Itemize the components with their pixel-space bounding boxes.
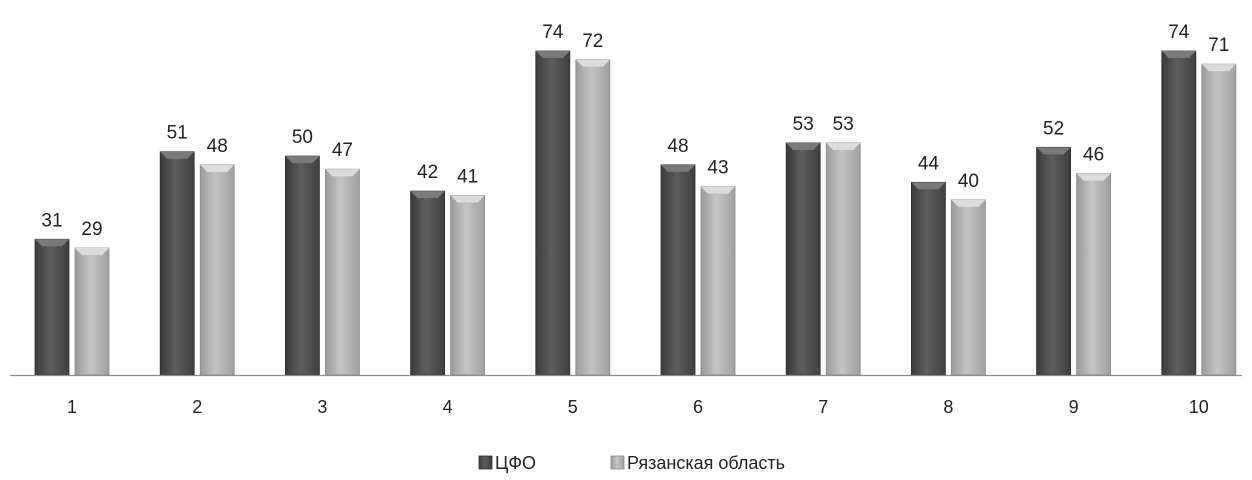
data-label-cfo-1: 31 [41,210,62,231]
bar-body [34,238,70,376]
data-label-ryazan-10: 71 [1208,35,1229,56]
bar-bevel [911,182,946,190]
bar-cfo-1 [34,238,70,376]
bar-body [74,247,110,376]
bar-bevel [1161,51,1196,58]
bar-body [284,155,320,376]
x-tick-label-2: 2 [192,397,202,417]
bar-bevel [200,164,235,172]
bar-bevel [786,142,821,150]
bar-body [951,199,986,376]
bar-body [450,195,486,376]
bar-body [1076,173,1111,376]
legend-label-ryazan: Рязанская область [627,453,785,473]
bar-cfo-7 [785,142,821,376]
data-label-cfo-10: 74 [1168,22,1190,43]
data-label-ryazan-5: 72 [582,31,603,52]
bar-body [1201,63,1237,376]
data-label-ryazan-9: 46 [1083,145,1104,166]
bar-ryazan-2 [199,164,235,376]
bar-body [785,142,821,376]
bar-ryazan-10 [1201,63,1237,376]
bar-bevel [575,59,610,67]
x-tick-label-9: 9 [1069,397,1079,417]
bar-bevel [1036,147,1071,155]
bar-body [700,186,736,376]
bar-body [575,59,611,376]
data-label-cfo-8: 44 [918,153,940,174]
legend: ЦФО Рязанская область [478,453,785,473]
bar-body [199,164,235,376]
bar-body [410,190,446,376]
bar-body [1036,146,1071,376]
bar-body [1161,50,1197,376]
x-tick-label-3: 3 [317,397,327,417]
data-label-cfo-4: 42 [417,162,438,183]
bar-body [825,142,861,376]
bar-cfo-4 [410,190,446,376]
data-label-ryazan-1: 29 [81,219,102,240]
bar-cfo-10 [1161,50,1197,376]
bar-bevel [410,191,445,199]
bar-body [911,181,946,376]
bar-bevel [75,248,109,256]
bar-body [660,164,696,376]
bar-bevel [35,239,69,247]
bar-bevel [826,142,861,150]
bar-body [324,168,360,376]
legend-swatch-cfo [478,455,493,470]
bar-body [535,50,571,376]
data-label-ryazan-8: 40 [958,171,979,192]
x-tick-label-5: 5 [568,397,578,417]
bar-ryazan-9 [1076,173,1111,376]
labels-layer: 31 29 1 51 48 2 50 47 3 42 41 4 74 72 5 48 43 6 53 53 7 44 40 8… [41,22,1229,417]
bar-cfo-5 [535,50,571,376]
bar-bevel [661,164,695,172]
x-tick-label-8: 8 [943,397,953,417]
data-label-cfo-5: 74 [542,22,564,43]
bar-ryazan-7 [825,142,861,376]
bar-ryazan-8 [951,199,986,376]
bar-bevel [1076,173,1111,181]
data-label-ryazan-3: 47 [332,140,353,161]
bar-bevel [701,186,735,194]
bar-bevel [325,169,360,177]
data-label-cfo-3: 50 [292,127,313,148]
data-label-ryazan-4: 41 [457,166,478,187]
data-label-ryazan-6: 43 [707,158,728,179]
data-label-ryazan-7: 53 [833,114,854,135]
x-tick-label-1: 1 [67,397,77,417]
legend-label-cfo: ЦФО [495,453,536,473]
bar-cfo-6 [660,164,696,376]
bar-cfo-8 [911,181,946,376]
data-label-cfo-2: 51 [167,123,188,144]
bar-bevel [951,199,986,207]
bar-bevel [450,195,485,203]
bar-ryazan-6 [700,186,736,376]
bar-bevel [1201,64,1236,72]
bar-bevel [535,51,570,58]
x-tick-label-7: 7 [818,397,828,417]
x-tick-label-6: 6 [693,397,703,417]
bar-ryazan-5 [575,59,611,376]
bars-layer [34,50,1237,376]
legend-swatch-ryazan [610,455,625,470]
data-label-ryazan-2: 48 [207,136,228,157]
bar-body [159,151,195,376]
bar-bevel [160,151,195,159]
bar-cfo-3 [284,155,320,376]
data-label-cfo-7: 53 [793,114,814,135]
bar-bevel [285,156,320,164]
bar-cfo-2 [159,151,195,376]
x-tick-label-10: 10 [1189,397,1209,417]
bar-ryazan-1 [74,247,110,376]
bar-cfo-9 [1036,146,1071,376]
data-label-cfo-9: 52 [1043,118,1064,139]
data-label-cfo-6: 48 [667,136,688,157]
bar-ryazan-3 [324,168,360,376]
x-tick-label-4: 4 [443,397,453,417]
bar-ryazan-4 [450,195,486,376]
